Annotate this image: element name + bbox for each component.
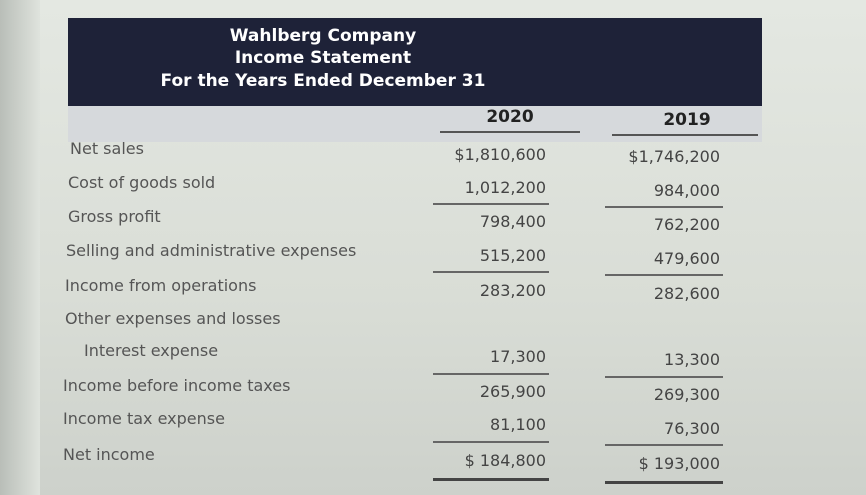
rule-2019-interest [605,376,723,378]
interest-2019: 13,300 [664,350,720,369]
rule-2020-selling [433,271,549,273]
year-band [68,106,762,142]
income-before-tax-2019: 269,300 [653,385,720,404]
statement-title: Income Statement [234,48,412,68]
double-rule-2020 [433,478,549,481]
gross-profit-2020: 798,400 [479,212,546,231]
year-2019-underline [612,134,758,136]
row-label-interest: Interest expense [84,341,219,360]
row-label-gross-profit: Gross profit [68,207,161,226]
left-edge [0,0,40,495]
cogs-2020: 1,012,200 [464,178,546,197]
row-label-income-ops: Income from operations [65,276,257,295]
net-sales-2020: $1,810,600 [454,145,546,164]
income-ops-2020: 283,200 [479,281,546,300]
cogs-2019: 984,000 [653,181,720,200]
row-label-selling-admin: Selling and administrative expenses [66,241,357,260]
gross-profit-2019: 762,200 [653,215,720,234]
net-sales-2019: $1,746,200 [628,147,720,166]
row-label-tax: Income tax expense [63,409,225,428]
statement-period: For the Years Ended December 31 [160,71,486,91]
income-ops-2019: 282,600 [653,284,720,303]
income-before-tax-2020: 265,900 [479,382,546,401]
tax-2020: 81,100 [490,415,546,434]
selling-admin-2020: 515,200 [479,246,546,265]
interest-2020: 17,300 [490,347,546,366]
row-label-income-before-tax: Income before income taxes [63,376,291,395]
year-2020-underline [440,131,580,133]
rule-2020-interest [433,373,549,375]
rule-2019-selling [605,274,723,276]
net-income-2019: $ 193,000 [638,454,720,473]
row-label-net-sales: Net sales [70,139,144,158]
rule-2019-tax [605,444,723,446]
row-label-other-expenses: Other expenses and losses [65,309,281,328]
year-2019-heading: 2019 [663,110,711,130]
year-2020-heading: 2020 [486,107,534,127]
row-label-cogs: Cost of goods sold [68,173,216,192]
rule-2020-tax [433,441,549,443]
statement-header: Wahlberg Company Income Statement For th… [68,18,762,106]
double-rule-2019 [605,481,723,484]
company-name: Wahlberg Company [229,26,417,46]
net-income-2020: $ 184,800 [464,451,546,470]
rule-2020-cogs [433,203,549,205]
rule-2019-cogs [605,206,723,208]
selling-admin-2019: 479,600 [653,249,720,268]
row-label-net-income: Net income [63,445,155,464]
tax-2019: 76,300 [664,419,720,438]
